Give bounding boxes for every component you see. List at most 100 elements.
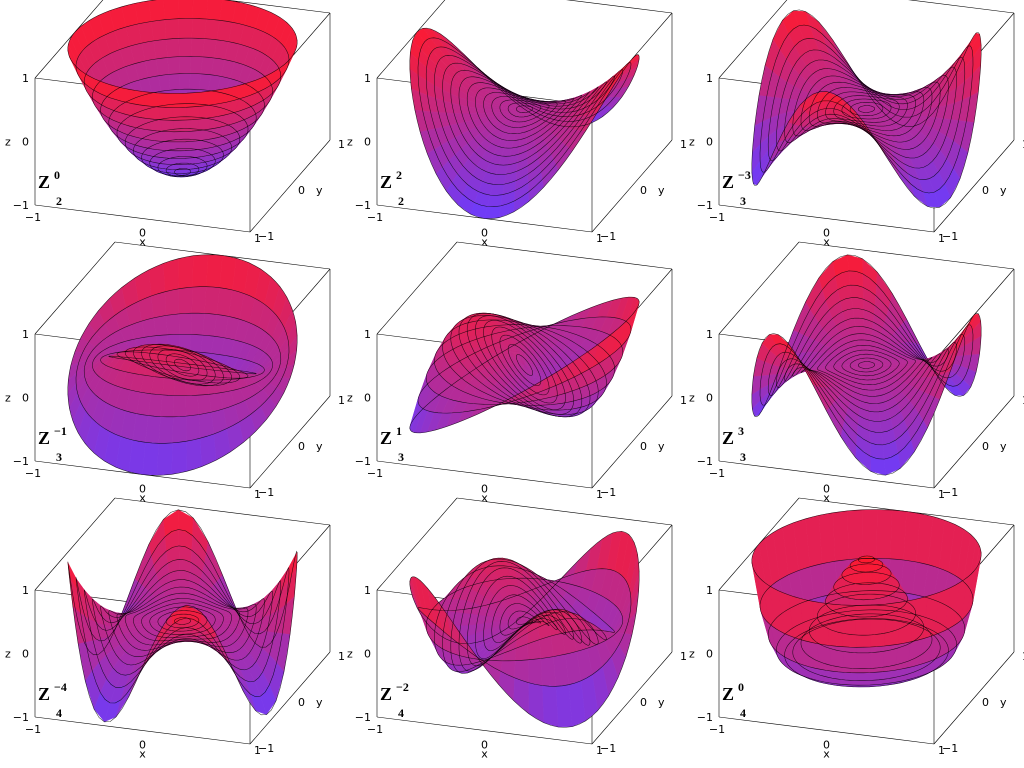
z-tick-label: 0 — [706, 136, 713, 149]
y-tick-label: 1 — [680, 394, 687, 407]
x-tick-label: −1 — [709, 211, 725, 224]
surface-patch — [178, 37, 193, 57]
surface-patch — [198, 104, 215, 120]
z-axis-label: z — [5, 648, 11, 661]
surface-patch — [167, 56, 180, 75]
surface — [409, 296, 640, 434]
z-tick-label: 0 — [364, 136, 371, 149]
surface-patch — [165, 38, 180, 58]
z-tick-label: 0 — [22, 392, 29, 405]
box-edge — [908, 0, 1015, 14]
y-tick-label: 0 — [982, 184, 989, 197]
surface-patch — [179, 73, 191, 90]
surface-patch — [185, 130, 198, 143]
z-axis-label: z — [347, 392, 353, 405]
contour-line — [92, 56, 273, 133]
zernike-label: Z −33 — [722, 168, 751, 208]
surface-patch — [189, 56, 203, 75]
surface-patch — [150, 291, 167, 319]
surface-patch — [483, 108, 494, 114]
surface-patch — [185, 379, 198, 396]
z-tick-label: 1 — [706, 328, 713, 341]
surface — [67, 254, 298, 476]
x-tick-label: 0 — [139, 227, 146, 240]
surface-patch — [852, 308, 865, 320]
zernike-label: Z 02 — [38, 168, 62, 208]
y-axis-label: y — [658, 184, 665, 197]
contour-lines — [67, 0, 298, 178]
surface-patch — [178, 255, 194, 290]
surface-patch — [198, 411, 215, 439]
y-tick-label: 0 — [298, 440, 305, 453]
x-tick-label: −1 — [709, 467, 725, 480]
surface-patch — [172, 119, 187, 133]
z-tick-label: 1 — [22, 584, 29, 597]
y-tick-label: −1 — [258, 230, 274, 243]
surface — [409, 28, 640, 219]
contour-line — [75, 18, 290, 108]
contour-line — [133, 128, 232, 170]
contour-line — [149, 148, 216, 177]
x-tick-label: −1 — [367, 211, 383, 224]
surface-patch — [855, 326, 865, 334]
zernike-m: 2 — [396, 168, 402, 182]
surface — [751, 254, 982, 476]
z-axis-label: z — [5, 392, 11, 405]
z-tick-label: 1 — [706, 72, 713, 85]
surface-patch — [171, 440, 187, 475]
surface-patch — [177, 169, 185, 174]
surface-patch — [156, 442, 173, 476]
x-tick-label: −1 — [25, 723, 41, 736]
contour-line — [141, 138, 224, 174]
surface-patch — [191, 18, 207, 39]
surface-patch — [145, 415, 161, 444]
z-tick-label: 0 — [364, 392, 371, 405]
surface-patch — [190, 37, 205, 58]
z-tick-label: 0 — [22, 136, 29, 149]
surface-patch — [190, 312, 205, 336]
surface-patch — [174, 141, 186, 152]
zernike-label: Z 33 — [722, 424, 746, 464]
z-axis-label: z — [689, 136, 695, 149]
surface-patch — [160, 394, 175, 418]
surface-patch — [178, 0, 194, 19]
surface-patch — [487, 194, 503, 207]
surface-patch — [149, 620, 159, 623]
surface-patch — [185, 394, 200, 417]
surface-patch — [163, 258, 179, 293]
x-axis-label: x — [481, 492, 488, 505]
surface-patch — [175, 150, 186, 159]
zernike-n: 3 — [740, 194, 746, 208]
zernike-label: Z −1 3 — [38, 424, 67, 464]
zernike-label: Z 13 — [380, 424, 404, 464]
surface-patch — [179, 586, 189, 594]
surface-patch — [189, 334, 203, 353]
surface-patch — [142, 442, 159, 476]
zernike-m: 0 — [54, 168, 60, 182]
z-tick-label: 0 — [22, 648, 29, 661]
z-axis-label: z — [689, 392, 695, 405]
box-edge — [224, 0, 331, 14]
zernike-n: 2 — [56, 194, 62, 208]
contour-line — [83, 37, 282, 121]
surface-patch — [150, 19, 167, 42]
surface-patch — [175, 356, 186, 368]
zernike-n: 3 — [56, 450, 62, 464]
z-axis-label: z — [5, 136, 11, 149]
surface-patch — [180, 592, 189, 599]
surface-patch — [186, 437, 202, 472]
surface-patch — [171, 92, 187, 108]
zernike-symbol: Z — [380, 428, 392, 448]
x-axis-label: x — [139, 236, 146, 249]
surface-patch — [165, 313, 180, 336]
surface-patch — [162, 377, 176, 396]
x-tick-label: 1 — [596, 232, 603, 245]
surface-patch — [148, 263, 166, 297]
y-tick-label: 0 — [298, 696, 305, 709]
surface-patch — [185, 106, 201, 121]
zernike-m: −1 — [54, 424, 67, 438]
zernike-symbol: Z — [38, 428, 50, 448]
